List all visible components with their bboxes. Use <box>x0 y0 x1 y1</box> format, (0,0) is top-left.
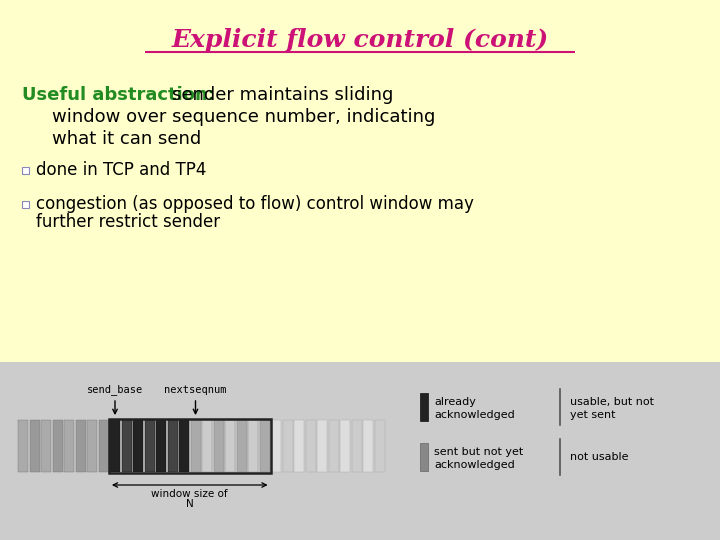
Bar <box>99 420 109 472</box>
Bar <box>214 420 223 472</box>
Text: sender maintains sliding: sender maintains sliding <box>172 86 393 104</box>
Bar <box>374 420 384 472</box>
Text: window size of: window size of <box>151 489 228 499</box>
Text: what it can send: what it can send <box>52 130 202 148</box>
Text: not usable: not usable <box>570 452 629 462</box>
Bar <box>30 420 40 472</box>
Text: yet sent: yet sent <box>570 410 616 420</box>
Text: acknowledged: acknowledged <box>434 460 515 470</box>
Bar <box>191 420 200 472</box>
Bar <box>179 420 189 472</box>
Text: Explicit flow control (cont): Explicit flow control (cont) <box>171 28 549 52</box>
Bar <box>420 393 428 421</box>
Bar <box>0 362 720 540</box>
Bar <box>259 420 269 472</box>
Bar <box>236 420 246 472</box>
Bar <box>109 419 271 473</box>
Bar <box>145 420 155 472</box>
Text: further restrict sender: further restrict sender <box>36 213 220 231</box>
Bar <box>305 420 315 472</box>
Bar <box>22 200 29 207</box>
Bar <box>351 420 361 472</box>
Bar <box>271 420 281 472</box>
Bar <box>156 420 166 472</box>
Bar <box>317 420 327 472</box>
Bar <box>202 420 212 472</box>
Bar <box>110 420 120 472</box>
Bar <box>363 420 373 472</box>
Text: sent but not yet: sent but not yet <box>434 447 523 457</box>
Text: nextseqnum: nextseqnum <box>164 385 227 395</box>
Bar <box>122 420 132 472</box>
Text: send_base: send_base <box>87 384 143 395</box>
Text: window over sequence number, indicating: window over sequence number, indicating <box>52 108 436 126</box>
Text: done in TCP and TP4: done in TCP and TP4 <box>36 161 207 179</box>
Bar <box>64 420 74 472</box>
Bar <box>225 420 235 472</box>
Bar <box>282 420 292 472</box>
Bar <box>168 420 178 472</box>
Text: N: N <box>186 499 194 509</box>
Text: usable, but not: usable, but not <box>570 397 654 407</box>
Bar <box>41 420 51 472</box>
Bar <box>76 420 86 472</box>
Bar <box>87 420 97 472</box>
Bar <box>18 420 28 472</box>
Bar <box>53 420 63 472</box>
Bar <box>420 443 428 471</box>
Bar <box>22 166 29 173</box>
Text: congestion (as opposed to flow) control window may: congestion (as opposed to flow) control … <box>36 195 474 213</box>
Bar <box>133 420 143 472</box>
Bar <box>328 420 338 472</box>
Text: acknowledged: acknowledged <box>434 410 515 420</box>
Bar <box>294 420 304 472</box>
Text: Useful abstraction:: Useful abstraction: <box>22 86 215 104</box>
Text: already: already <box>434 397 476 407</box>
Bar <box>340 420 350 472</box>
Bar <box>248 420 258 472</box>
